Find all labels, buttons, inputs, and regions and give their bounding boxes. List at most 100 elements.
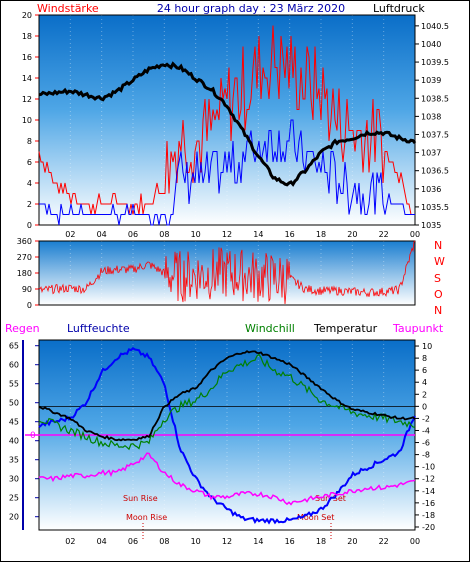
temp-x-tick-label: 06 bbox=[128, 537, 138, 546]
direction-axis-tick-label: 90 bbox=[22, 285, 32, 294]
wind-x-tick-label: 12 bbox=[222, 230, 232, 239]
direction-letter-s: S bbox=[434, 272, 441, 285]
wind-x-tick-label: 06 bbox=[128, 230, 138, 239]
temp-axis-tick-label: -4 bbox=[422, 426, 430, 435]
wind-strength-label: Windstärke bbox=[37, 2, 99, 15]
wind-x-tick-label: 00 bbox=[410, 230, 420, 239]
temp-axis-tick-label: -16 bbox=[422, 499, 435, 508]
wind-x-tick-label: 18 bbox=[316, 230, 326, 239]
temp-axis-tick-label: -14 bbox=[422, 487, 435, 496]
wind-plot-border bbox=[38, 14, 416, 226]
pressure-axis-tick-label: 1037.5 bbox=[421, 130, 449, 139]
temp-x-tick-label: 02 bbox=[65, 537, 75, 546]
pressure-axis-tick-label: 1035 bbox=[421, 221, 441, 230]
temp-axis-tick-label: 0 bbox=[422, 402, 427, 411]
dewpoint-series bbox=[38, 452, 416, 506]
pressure-axis-tick-label: 1037 bbox=[421, 149, 441, 158]
direction-axis-tick-label: 0 bbox=[27, 301, 32, 310]
wind-avg-series bbox=[39, 119, 415, 226]
temp-axis-tick-label: -6 bbox=[422, 439, 430, 448]
pressure-axis-tick-label: 1036 bbox=[421, 185, 441, 194]
pressure-axis-tick-label: 1038 bbox=[421, 112, 441, 121]
humidity-axis-tick-label: 30 bbox=[9, 475, 19, 484]
temp-x-tick-label: 04 bbox=[97, 537, 107, 546]
wind-axis-tick-label: 0 bbox=[27, 221, 32, 230]
humidity-axis-tick-label: 60 bbox=[9, 361, 19, 370]
wind-x-tick-label: 10 bbox=[191, 230, 201, 239]
direction-axis-tick-label: 180 bbox=[17, 269, 32, 278]
temp-axis-tick-label: 8 bbox=[422, 354, 427, 363]
temp-x-tick-label: 00 bbox=[410, 537, 420, 546]
humidity-axis-tick-label: 55 bbox=[9, 380, 19, 389]
temp-x-tick-label: 20 bbox=[347, 537, 357, 546]
direction-letter-w: W bbox=[434, 255, 445, 268]
temp-x-tick-label: 08 bbox=[159, 537, 169, 546]
chart-title: 24 hour graph day : 23 März 2020 bbox=[157, 2, 345, 15]
wind-axis-tick-label: 4 bbox=[27, 179, 32, 188]
humidity-axis-tick-label: 20 bbox=[9, 513, 19, 522]
temp-x-tick-label: 16 bbox=[285, 537, 295, 546]
temp-x-tick-label: 22 bbox=[379, 537, 389, 546]
wind-x-tick-label: 22 bbox=[379, 230, 389, 239]
wind-x-tick-label: 08 bbox=[159, 230, 169, 239]
temp-axis-tick-label: 6 bbox=[422, 366, 427, 375]
wind-x-tick-label: 16 bbox=[285, 230, 295, 239]
wind-axis-tick-label: 20 bbox=[22, 11, 32, 20]
wind-axis-tick-label: 2 bbox=[27, 200, 32, 209]
temp-axis-tick-label: -12 bbox=[422, 475, 435, 484]
wind-x-tick-label: 14 bbox=[253, 230, 263, 239]
wind-axis-tick-label: 8 bbox=[27, 137, 32, 146]
humidity-axis-tick-label: 45 bbox=[9, 418, 19, 427]
pressure-axis-tick-label: 1036.5 bbox=[421, 167, 449, 176]
windchill-label: Windchill bbox=[245, 322, 295, 335]
wind-x-tick-label: 20 bbox=[347, 230, 357, 239]
wind-x-tick-label: 02 bbox=[65, 230, 75, 239]
wind-direction-plot-area bbox=[39, 241, 415, 305]
moon-set-annotation: Moon Set bbox=[297, 513, 334, 522]
windchill-series bbox=[38, 353, 416, 451]
temp-x-tick-label: 10 bbox=[191, 537, 201, 546]
direction-letter-n-top: N bbox=[434, 239, 442, 252]
pressure-axis-tick-label: 1039.5 bbox=[421, 58, 449, 67]
temperature-label: Temperatur bbox=[313, 322, 378, 335]
temperature-series bbox=[38, 350, 416, 442]
temp-x-tick-label: 18 bbox=[316, 537, 326, 546]
direction-letter-n-bottom: N bbox=[434, 304, 442, 317]
temp-axis-tick-label: 4 bbox=[422, 378, 427, 387]
dewpoint-label: Taupunkt bbox=[392, 322, 444, 335]
wind-direction-series bbox=[38, 240, 416, 305]
humidity-label: Luftfeuchte bbox=[67, 322, 130, 335]
pressure-axis-tick-label: 1039 bbox=[421, 76, 441, 85]
humidity-axis-tick-label: 35 bbox=[9, 456, 19, 465]
direction-axis-tick-label: 360 bbox=[17, 237, 32, 246]
temp-x-tick-label: 14 bbox=[253, 537, 263, 546]
wind-axis-tick-label: 14 bbox=[22, 74, 32, 83]
wind-axis-tick-label: 12 bbox=[22, 95, 32, 104]
temp-x-tick-label: 12 bbox=[222, 537, 232, 546]
temp-axis-tick-label: -10 bbox=[422, 463, 435, 472]
temp-axis-tick-label: 10 bbox=[422, 342, 432, 351]
sun-rise-annotation: Sun Rise bbox=[123, 494, 158, 503]
direction-axis-tick-label: 270 bbox=[17, 253, 32, 262]
moon-rise-annotation: Moon Rise bbox=[126, 513, 167, 522]
wind-axis-tick-label: 18 bbox=[22, 32, 32, 41]
temp-axis-tick-label: -2 bbox=[422, 414, 430, 423]
wind-x-tick-label: 04 bbox=[97, 230, 107, 239]
temp-axis-tick-label: -18 bbox=[422, 511, 435, 520]
pressure-label: Luftdruck bbox=[373, 2, 425, 15]
pressure-axis-tick-label: 1038.5 bbox=[421, 94, 449, 103]
temp-axis-tick-label: -8 bbox=[422, 451, 430, 460]
wind-pressure-plot-area bbox=[39, 15, 415, 225]
pressure-axis-tick-label: 1040 bbox=[421, 40, 441, 49]
humidity-axis-tick-label: 25 bbox=[9, 494, 19, 503]
pressure-series bbox=[38, 61, 417, 187]
humidity-axis-tick-label: 50 bbox=[9, 399, 19, 408]
temp-axis-tick-label: -20 bbox=[422, 523, 435, 532]
temp-axis-tick-label: 2 bbox=[422, 390, 427, 399]
humidity-axis-tick-label: 65 bbox=[9, 342, 19, 351]
direction-plot-border bbox=[38, 240, 416, 306]
pressure-axis-tick-label: 1040.5 bbox=[421, 22, 449, 31]
pressure-axis-tick-label: 1035.5 bbox=[421, 203, 449, 212]
humidity-series bbox=[38, 347, 416, 525]
